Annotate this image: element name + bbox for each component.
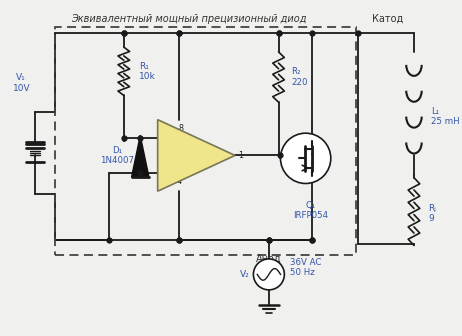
Text: V₁
10V: V₁ 10V bbox=[12, 73, 30, 93]
Text: 4: 4 bbox=[177, 177, 182, 186]
Circle shape bbox=[254, 259, 284, 290]
Text: R₁
10k: R₁ 10k bbox=[139, 61, 156, 81]
Text: D₁
1N4007: D₁ 1N4007 bbox=[100, 146, 134, 165]
Circle shape bbox=[280, 133, 331, 183]
Text: Rⱼ
9: Rⱼ 9 bbox=[428, 204, 436, 223]
Polygon shape bbox=[132, 136, 149, 177]
Text: Эквивалентный мощный прецизионный диод: Эквивалентный мощный прецизионный диод bbox=[71, 14, 306, 24]
Text: L₁
25 mH: L₁ 25 mH bbox=[432, 107, 460, 126]
Text: R₂
220: R₂ 220 bbox=[291, 68, 308, 87]
Text: Анод: Анод bbox=[256, 254, 282, 264]
Text: Q₁
IRFP054: Q₁ IRFP054 bbox=[293, 201, 328, 220]
Text: 8: 8 bbox=[179, 124, 184, 133]
Bar bbox=[55, 27, 356, 255]
Text: 36V AC
50 Hz: 36V AC 50 Hz bbox=[290, 258, 322, 277]
Text: V₂: V₂ bbox=[240, 270, 249, 279]
Text: Катод: Катод bbox=[372, 14, 404, 24]
Text: IC₁: IC₁ bbox=[185, 144, 200, 155]
Text: 2: 2 bbox=[163, 124, 168, 133]
Text: SLM393: SLM393 bbox=[176, 157, 209, 166]
Text: 3: 3 bbox=[163, 177, 168, 186]
Text: 1: 1 bbox=[238, 151, 243, 160]
Polygon shape bbox=[158, 120, 235, 191]
